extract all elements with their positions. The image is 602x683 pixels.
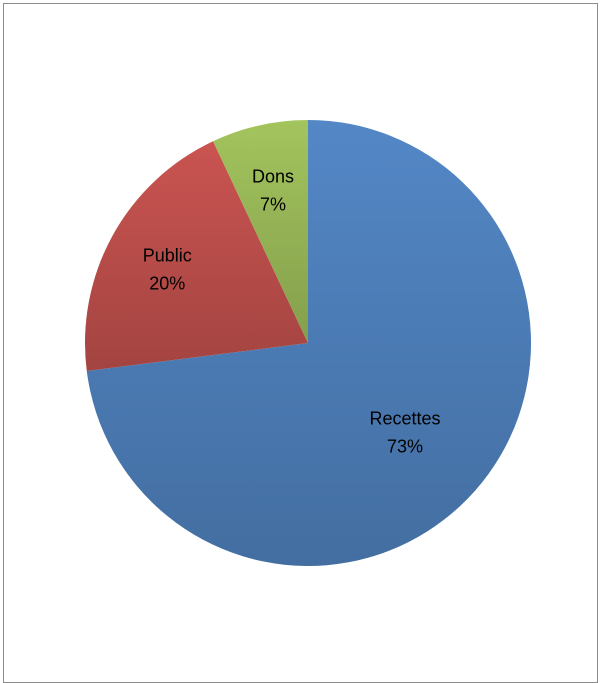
pie-slice-recettes — [86, 120, 532, 567]
slice-label-public: Public — [143, 246, 192, 266]
pie-slice-public — [85, 141, 308, 371]
slice-value-recettes: 73% — [387, 437, 423, 457]
pie-labels: Recettes 73% Public 20% Dons 7% — [143, 166, 441, 456]
slice-value-public: 20% — [149, 274, 185, 294]
slice-value-dons: 7% — [260, 194, 286, 214]
slice-label-dons: Dons — [252, 166, 294, 186]
slice-label-recettes: Recettes — [369, 409, 440, 429]
pie-slices — [85, 119, 532, 567]
pie-slice-dons — [213, 119, 308, 343]
